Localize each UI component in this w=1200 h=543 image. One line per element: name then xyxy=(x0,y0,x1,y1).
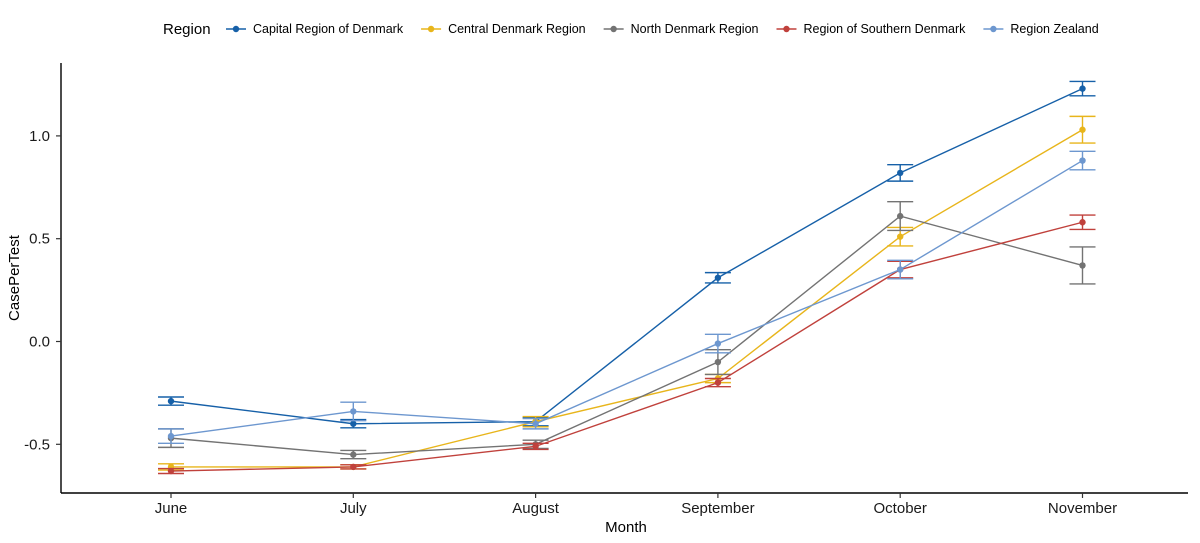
data-point xyxy=(167,432,175,440)
series-line xyxy=(170,221,1083,472)
legend-key-point xyxy=(427,25,435,33)
data-point xyxy=(1079,157,1086,164)
data-point xyxy=(532,420,539,427)
x-tick-label: June xyxy=(155,500,188,517)
legend-key-point xyxy=(783,25,790,33)
series-5 xyxy=(158,150,1096,444)
y-tick-label: 0.5 xyxy=(29,231,50,248)
x-tick-label: October xyxy=(874,500,927,517)
data-point xyxy=(714,379,722,386)
plot-area xyxy=(158,80,1096,475)
y-tick-label: 0.0 xyxy=(29,334,50,351)
y-tick-label: 1.0 xyxy=(29,128,50,145)
data-point xyxy=(897,233,904,240)
legend-label: Region of Southern Denmark xyxy=(803,22,966,36)
series-line xyxy=(171,129,1083,468)
legend-label: Region Zealand xyxy=(1010,22,1098,36)
x-axis-title: Month xyxy=(605,519,647,536)
legend-label: Capital Region of Denmark xyxy=(253,22,404,36)
series-4 xyxy=(158,214,1096,475)
axes: -0.5 0.0 0.5 1.0 June July August September Oct… xyxy=(24,63,1188,517)
legend-item-5: Region Zealand xyxy=(983,22,1099,36)
data-point xyxy=(897,169,904,177)
x-tick-label: July xyxy=(340,500,367,517)
data-point xyxy=(897,266,904,273)
y-axis-title: CasePerTest xyxy=(6,234,23,321)
data-point xyxy=(1079,85,1086,92)
data-point xyxy=(350,463,357,471)
legend-item-4: Region of Southern Denmark xyxy=(776,22,966,36)
legend-key-point xyxy=(610,25,617,33)
data-point xyxy=(350,420,357,427)
data-point xyxy=(350,408,357,415)
data-point xyxy=(167,467,175,475)
data-point xyxy=(532,443,539,450)
data-point xyxy=(167,397,175,405)
legend: Region Capital Region of Denmark Central … xyxy=(163,21,1099,38)
legend-label: Central Denmark Region xyxy=(448,22,586,36)
legend-label: North Denmark Region xyxy=(631,22,759,36)
data-point xyxy=(1079,126,1086,133)
legend-item-1: Capital Region of Denmark xyxy=(226,22,404,36)
legend-key-point xyxy=(232,25,240,33)
series-line xyxy=(170,215,1083,456)
y-tick-label: -0.5 xyxy=(24,436,50,453)
legend-item-2: Central Denmark Region xyxy=(421,22,586,36)
data-point xyxy=(1079,262,1086,269)
x-tick-label: August xyxy=(512,500,560,517)
series-line xyxy=(170,159,1083,437)
series-line xyxy=(170,87,1083,425)
series-3 xyxy=(158,200,1096,460)
data-point xyxy=(714,340,722,347)
x-tick-label: September xyxy=(681,500,754,517)
series-1 xyxy=(158,80,1096,429)
data-point xyxy=(897,212,904,220)
legend-item-3: North Denmark Region xyxy=(603,22,759,36)
legend-key-point xyxy=(990,25,997,33)
legend-title: Region xyxy=(163,21,211,38)
data-point xyxy=(1079,219,1086,226)
x-tick-label: November xyxy=(1048,500,1117,517)
data-point xyxy=(714,358,722,366)
data-point xyxy=(714,274,722,281)
data-point xyxy=(350,451,357,458)
